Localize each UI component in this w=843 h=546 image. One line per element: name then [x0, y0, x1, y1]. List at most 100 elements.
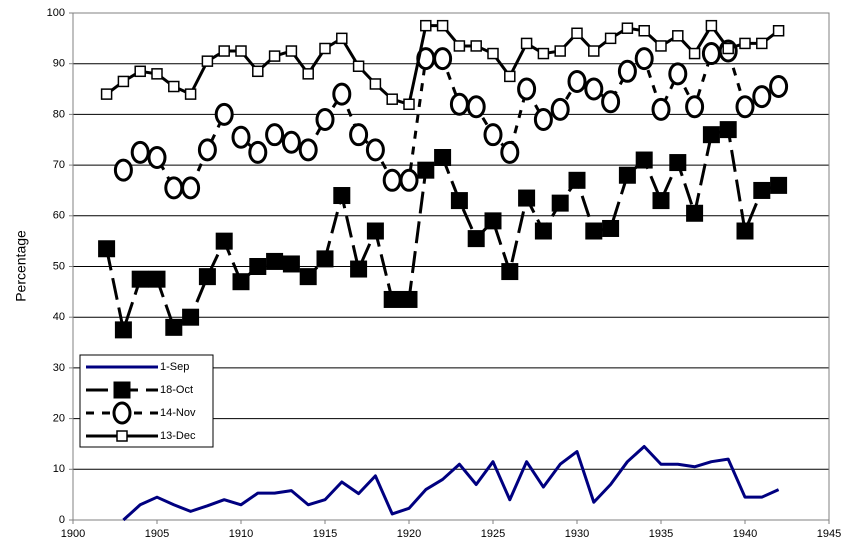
marker	[769, 75, 789, 99]
marker	[584, 77, 604, 101]
marker	[198, 268, 216, 286]
marker	[568, 171, 586, 189]
marker	[382, 168, 402, 192]
marker	[266, 252, 284, 270]
marker	[567, 69, 587, 93]
marker	[688, 47, 701, 60]
x-tick-label: 1900	[61, 528, 85, 540]
marker	[151, 68, 163, 80]
marker	[770, 176, 788, 194]
marker	[634, 47, 654, 71]
marker	[534, 222, 552, 240]
marker	[248, 140, 268, 164]
y-axis-label: Percentage	[13, 230, 29, 302]
marker	[702, 126, 720, 144]
marker	[113, 381, 131, 399]
marker	[235, 45, 247, 57]
marker	[147, 145, 167, 169]
legend-label: 14-Nov	[160, 407, 196, 419]
marker	[483, 123, 503, 147]
y-tick-label: 70	[53, 159, 65, 171]
marker	[756, 37, 768, 50]
marker	[554, 45, 566, 57]
marker	[501, 263, 519, 281]
marker	[655, 40, 667, 52]
y-tick-label: 20	[53, 413, 65, 425]
marker	[618, 166, 636, 184]
marker	[164, 176, 184, 200]
marker	[316, 250, 334, 268]
y-tick-label: 90	[53, 58, 65, 70]
marker	[181, 176, 201, 200]
marker	[281, 130, 301, 154]
legend-label: 13-Dec	[160, 430, 196, 442]
x-tick-label: 1915	[313, 528, 337, 540]
marker	[215, 232, 233, 250]
marker	[601, 90, 621, 114]
marker	[184, 88, 197, 100]
marker	[686, 204, 704, 222]
marker	[336, 32, 348, 45]
marker	[366, 222, 384, 240]
marker	[434, 148, 452, 166]
marker	[467, 230, 485, 248]
marker	[201, 55, 214, 67]
marker	[638, 24, 650, 37]
marker	[134, 65, 146, 78]
marker	[399, 168, 419, 192]
marker	[369, 78, 382, 90]
marker	[417, 161, 435, 179]
marker	[504, 70, 516, 83]
x-tick-label: 1910	[229, 528, 253, 540]
legend-box	[79, 354, 214, 448]
marker	[100, 88, 113, 100]
marker	[621, 22, 634, 34]
marker	[386, 93, 398, 105]
marker	[705, 19, 718, 32]
marker	[400, 290, 418, 308]
y-tick-label: 60	[53, 210, 65, 222]
marker	[752, 85, 772, 109]
x-tick-label: 1935	[649, 528, 673, 540]
marker	[736, 222, 754, 240]
marker	[114, 321, 132, 339]
marker	[550, 97, 570, 121]
marker	[113, 158, 133, 182]
marker	[319, 42, 331, 55]
marker	[520, 37, 533, 50]
legend-label: 1-Sep	[160, 361, 189, 373]
marker	[753, 181, 771, 199]
marker	[517, 77, 537, 101]
marker	[285, 45, 298, 57]
marker	[282, 255, 300, 273]
x-tick-label: 1905	[145, 528, 169, 540]
marker	[302, 68, 314, 80]
marker	[116, 430, 128, 442]
plot-border	[72, 12, 830, 521]
marker	[571, 27, 583, 40]
y-tick-label: 80	[53, 108, 65, 120]
marker	[420, 19, 432, 32]
marker	[130, 140, 150, 164]
marker	[299, 268, 317, 286]
x-tick-label: 1930	[565, 528, 589, 540]
marker	[588, 45, 600, 57]
marker	[383, 290, 401, 308]
marker	[685, 95, 705, 119]
marker	[533, 107, 553, 131]
y-tick-label: 50	[53, 260, 65, 272]
marker	[112, 401, 132, 425]
marker	[249, 258, 267, 275]
marker	[585, 222, 603, 240]
marker	[518, 189, 536, 207]
marker	[484, 212, 502, 230]
marker	[739, 37, 751, 50]
x-tick-label: 1940	[733, 528, 757, 540]
marker	[214, 102, 234, 126]
marker	[602, 219, 620, 237]
marker	[453, 40, 466, 52]
legend-label: 18-Oct	[160, 384, 193, 396]
marker	[148, 270, 166, 288]
marker	[651, 97, 671, 121]
marker	[131, 270, 149, 288]
